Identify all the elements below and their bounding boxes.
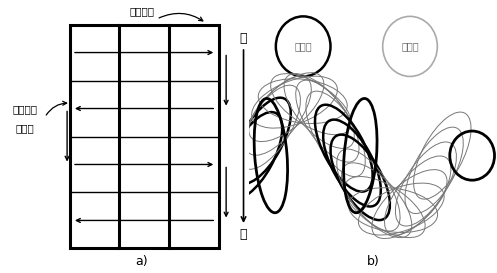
- Text: 下: 下: [240, 228, 248, 241]
- Text: 机器人清: 机器人清: [12, 104, 37, 114]
- Text: 固定端: 固定端: [294, 41, 312, 51]
- Text: 高楼外壁: 高楼外壁: [129, 6, 154, 16]
- Text: b): b): [366, 254, 379, 268]
- Text: 活动端: 活动端: [401, 41, 419, 51]
- Text: a): a): [135, 254, 148, 268]
- Text: 洁路径: 洁路径: [15, 123, 34, 133]
- Text: 上: 上: [240, 32, 248, 45]
